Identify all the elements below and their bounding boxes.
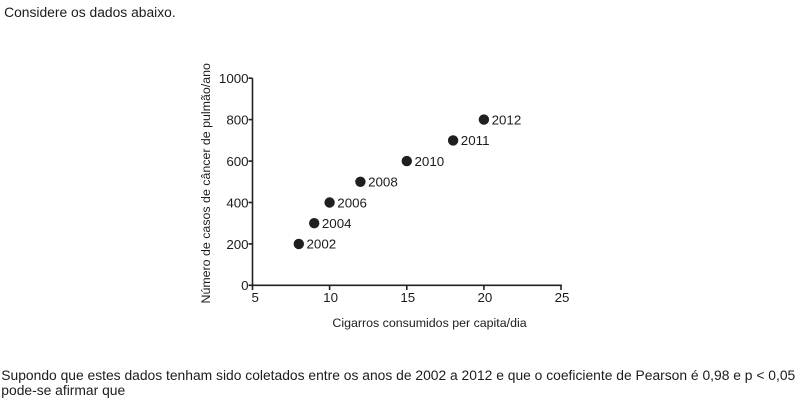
svg-text:800: 800 xyxy=(226,112,248,127)
svg-text:2006: 2006 xyxy=(337,195,367,210)
svg-text:15: 15 xyxy=(400,290,415,305)
svg-text:25: 25 xyxy=(555,290,570,305)
svg-text:2004: 2004 xyxy=(322,216,352,231)
svg-text:400: 400 xyxy=(226,195,248,210)
svg-text:5: 5 xyxy=(251,290,258,305)
svg-text:2011: 2011 xyxy=(461,133,490,148)
svg-text:0: 0 xyxy=(241,278,248,293)
svg-text:2010: 2010 xyxy=(415,154,445,169)
svg-text:2008: 2008 xyxy=(368,175,398,190)
svg-text:200: 200 xyxy=(226,237,248,252)
svg-text:10: 10 xyxy=(323,290,338,305)
svg-text:600: 600 xyxy=(226,154,248,169)
svg-text:2002: 2002 xyxy=(307,237,337,252)
svg-text:1000: 1000 xyxy=(219,71,249,86)
svg-text:Cigarros consumidos per capita: Cigarros consumidos per capita/dia xyxy=(332,316,526,330)
svg-text:2012: 2012 xyxy=(492,112,522,127)
svg-text:20: 20 xyxy=(477,290,492,305)
svg-text:Número de casos de câncer de p: Número de casos de câncer de pulmão/ano xyxy=(199,63,213,303)
